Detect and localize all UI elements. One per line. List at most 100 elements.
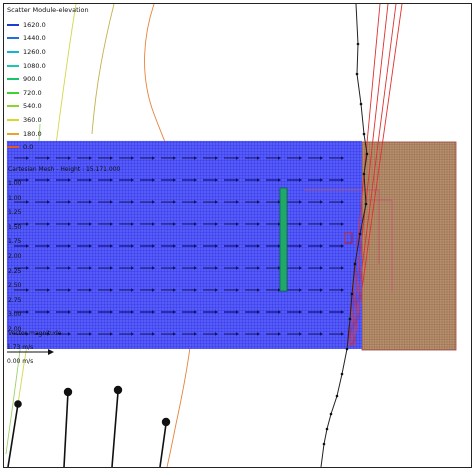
velocity-arrowhead	[173, 310, 176, 314]
legend-swatch	[7, 146, 19, 149]
velocity-arrowhead	[89, 310, 92, 314]
breakwater-structure[interactable]	[279, 187, 288, 292]
velocity-arrowhead	[257, 222, 260, 226]
velocity-arrowhead	[89, 222, 92, 226]
velocity-arrowhead	[278, 178, 281, 182]
legend-value: 900.0	[23, 75, 42, 84]
velocity-arrowhead	[320, 244, 323, 248]
mesh-block[interactable]	[6, 140, 362, 349]
velocity-arrowhead	[215, 288, 218, 292]
velocity-arrowhead	[341, 178, 344, 182]
velocity-arrowhead	[341, 288, 344, 292]
legend-value: 720.0	[23, 88, 42, 97]
velocity-arrowhead	[236, 222, 239, 226]
shoreline-point	[364, 202, 368, 206]
velocity-arrowhead	[131, 310, 134, 314]
velocity-arrowhead	[320, 200, 323, 204]
velocity-arrowhead	[236, 288, 239, 292]
shoreline-point	[340, 372, 344, 376]
shoreline-point	[350, 292, 354, 296]
velocity-arrowhead	[320, 332, 323, 336]
velocity-arrowhead	[131, 222, 134, 226]
velocity-arrowhead	[26, 200, 29, 204]
velocity-arrowhead	[278, 288, 281, 292]
velocity-arrowhead	[320, 156, 323, 160]
velocity-arrowhead	[299, 222, 302, 226]
side-tick-label: 1.75	[8, 238, 22, 246]
velocity-arrowhead	[257, 156, 260, 160]
velocity-arrowhead	[278, 310, 281, 314]
legend-swatch	[7, 118, 19, 121]
side-tick-label: 2.00	[8, 253, 22, 260]
contour-line-olive	[91, 4, 115, 135]
velocity-arrowhead	[173, 244, 176, 248]
vector-magnitude-label: Vector magnitude	[8, 330, 62, 337]
velocity-arrowhead	[257, 288, 260, 292]
velocity-arrowhead	[152, 244, 155, 248]
side-tick-label: 2.00	[8, 326, 22, 333]
velocity-arrowhead	[194, 178, 197, 182]
velocity-arrowhead	[257, 244, 260, 248]
velocity-arrowhead	[26, 244, 29, 248]
side-tick-label: 3.00	[8, 311, 22, 319]
velocity-arrowhead	[236, 310, 239, 314]
velocity-arrowhead	[341, 266, 344, 270]
velocity-arrowhead	[278, 156, 281, 160]
legend-swatch	[7, 50, 19, 53]
shoreline-point	[345, 347, 349, 351]
shoreline-point	[348, 317, 352, 321]
legend-swatch	[7, 91, 19, 94]
shoreline-points	[322, 42, 369, 446]
scene-canvas[interactable]	[4, 4, 471, 467]
side-tick-label: 2.75	[8, 296, 22, 304]
velocity-arrowhead	[173, 156, 176, 160]
legend-value: 540.0	[23, 102, 42, 111]
velocity-arrowhead	[110, 332, 113, 336]
legend-value: 1620.0	[23, 20, 46, 29]
shoreline-point	[359, 102, 363, 106]
velocity-arrowhead	[152, 178, 155, 182]
velocity-arrowhead	[152, 156, 155, 160]
velocity-arrowhead	[68, 156, 71, 160]
velocity-arrowhead	[278, 200, 281, 204]
velocity-vectors	[14, 156, 344, 336]
velocity-arrowhead	[110, 156, 113, 160]
velocity-arrowhead	[68, 178, 71, 182]
velocity-arrowhead	[257, 332, 260, 336]
side-tick-label: 1.00	[8, 194, 22, 202]
velocity-arrowhead	[215, 332, 218, 336]
legend-item: 720.0	[7, 86, 89, 100]
legend-swatch	[7, 78, 19, 81]
shoreline-point	[325, 427, 329, 431]
velocity-arrowhead	[299, 266, 302, 270]
red-channel-outline	[304, 189, 393, 292]
velocity-arrowhead	[215, 156, 218, 160]
shoreline-point	[356, 42, 360, 46]
model-viewport[interactable]: Scatter Module-elevation 1620.0 1440.0 126…	[3, 3, 472, 468]
side-tick-label: 2.50	[8, 282, 22, 290]
velocity-arrowhead	[299, 244, 302, 248]
red-marker[interactable]	[344, 232, 353, 244]
shoreline-point	[322, 442, 326, 446]
velocity-arrowhead	[26, 222, 29, 226]
velocity-arrowhead	[47, 288, 50, 292]
velocity-arrowhead	[194, 222, 197, 226]
legend-value: 0.0	[23, 143, 34, 152]
legend-value: 1080.0	[23, 61, 46, 70]
velocity-arrowhead	[278, 266, 281, 270]
velocity-arrowhead	[110, 288, 113, 292]
shoreline-point	[358, 232, 362, 236]
velocity-arrowhead	[131, 266, 134, 270]
legend-item: 1260.0	[7, 45, 89, 59]
velocity-arrowhead	[152, 222, 155, 226]
legend-item: 360.0	[7, 113, 89, 127]
velocity-arrowhead	[257, 178, 260, 182]
velocity-arrowhead	[320, 266, 323, 270]
velocity-arrowhead	[68, 310, 71, 314]
legend-panel: Scatter Module-elevation 1620.0 1440.0 126…	[7, 6, 89, 154]
velocity-arrowhead	[89, 332, 92, 336]
velocity-arrowhead	[173, 332, 176, 336]
legend-item: 1620.0	[7, 18, 89, 32]
velocity-arrowhead	[236, 332, 239, 336]
legend-swatch	[7, 132, 19, 135]
